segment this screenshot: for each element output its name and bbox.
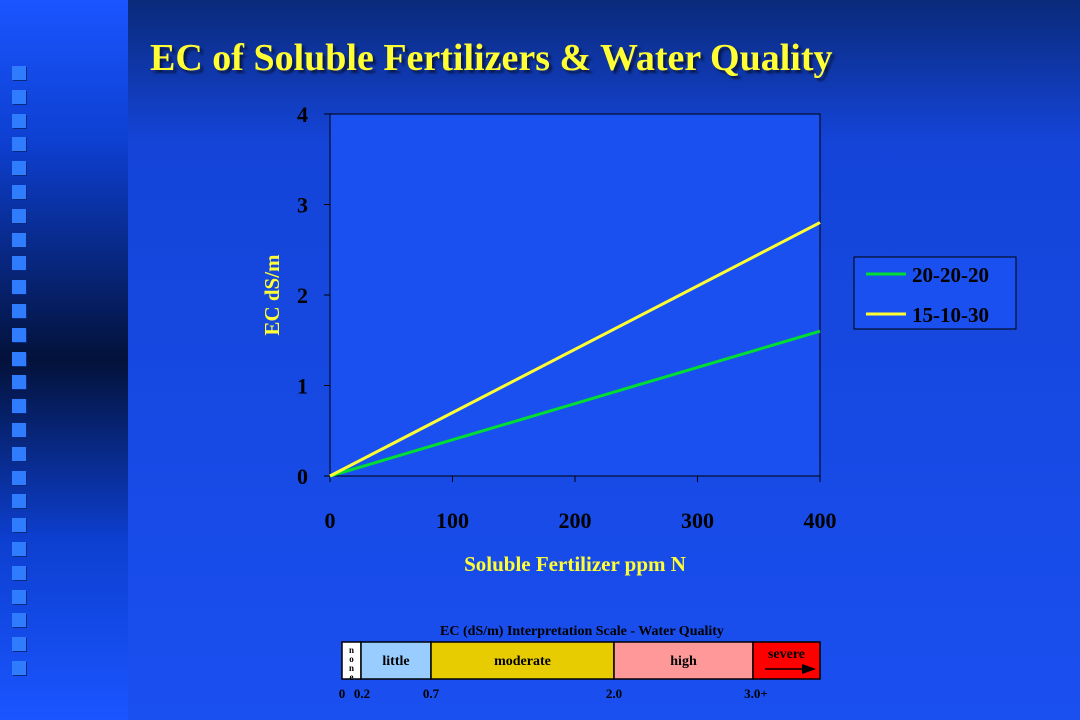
scale-segment-label: severe [768, 647, 805, 662]
decorative-square [12, 66, 26, 80]
legend: 20-20-20 15-10-30 [853, 256, 1017, 330]
line-chart: 0 1 2 3 4 0 100 200 300 400 Soluble Fertilizer p… [260, 102, 1017, 576]
scale-segment-label: high [670, 654, 697, 669]
decorative-square [12, 351, 26, 366]
decorative-square [12, 232, 26, 247]
decorative-square [12, 208, 26, 223]
x-axis-ticks: 0 100 200 300 400 [325, 476, 837, 533]
decorative-square [12, 423, 26, 437]
decorative-square [12, 542, 26, 556]
scale-tick-label: 0.2 [354, 686, 370, 701]
scale-tick-label: 0.7 [423, 686, 440, 701]
y-tick-label: 4 [297, 102, 308, 127]
decorative-square [12, 256, 26, 271]
x-tick-label: 400 [804, 508, 837, 533]
series-line-20-20-20 [329, 329, 821, 478]
scale-title: EC (dS/m) Interpretation Scale - Water Q… [440, 624, 724, 639]
decorative-square [12, 470, 26, 485]
x-tick-label: 100 [436, 508, 469, 533]
x-axis-label: Soluble Fertilizer ppm N [464, 552, 686, 576]
y-tick-label: 3 [297, 193, 308, 218]
decorative-square [12, 661, 26, 675]
slide-title: EC of Soluble Fertilizers & Water Qualit… [150, 37, 833, 79]
decorative-square [12, 494, 26, 509]
severe-arrow-head-icon [802, 664, 816, 674]
scale-segment-label: little [382, 654, 409, 669]
legend-box [853, 256, 1017, 330]
y-axis-label: EC dS/m [260, 254, 284, 336]
x-tick-label: 200 [559, 508, 592, 533]
decorative-square [12, 327, 26, 342]
scale-segments: n o n e little moderate high severe [341, 641, 821, 682]
decorative-square [12, 89, 26, 104]
decorative-square [12, 399, 26, 414]
scale-segment-severe [752, 641, 821, 680]
legend-label-15-10-30: 15-10-30 [912, 303, 989, 327]
decorative-square [12, 637, 26, 652]
scale-tick-labels: 0 0.2 0.7 2.0 3.0+ [339, 686, 768, 701]
y-tick-label: 0 [297, 464, 308, 489]
decorative-square [12, 589, 26, 604]
y-axis-ticks: 0 1 2 3 4 [297, 102, 330, 489]
decorative-square [12, 304, 26, 318]
scale-tick-label: 0 [339, 686, 346, 701]
legend-label-20-20-20: 20-20-20 [912, 263, 989, 287]
series-lines [329, 221, 821, 478]
decorative-square [12, 613, 26, 628]
decorative-square [12, 137, 26, 152]
x-tick-label: 0 [325, 508, 336, 533]
decorative-square [12, 113, 26, 128]
decorative-square [12, 185, 26, 199]
scale-segment-high [613, 641, 754, 680]
series-line-15-10-30 [329, 221, 821, 478]
decorative-square [12, 518, 26, 533]
x-tick-label: 300 [681, 508, 714, 533]
decorative-square [12, 446, 26, 461]
scale-tick-label: 3.0+ [744, 686, 768, 701]
decorative-square [12, 375, 26, 390]
decorative-square [12, 280, 26, 295]
decorative-square [12, 565, 26, 580]
y-tick-label: 1 [297, 374, 308, 399]
decorative-square [12, 161, 26, 176]
y-tick-label: 2 [297, 283, 308, 308]
scale-segment-label: moderate [494, 654, 551, 669]
plot-area [329, 113, 821, 477]
scale-tick-label: 2.0 [606, 686, 622, 701]
